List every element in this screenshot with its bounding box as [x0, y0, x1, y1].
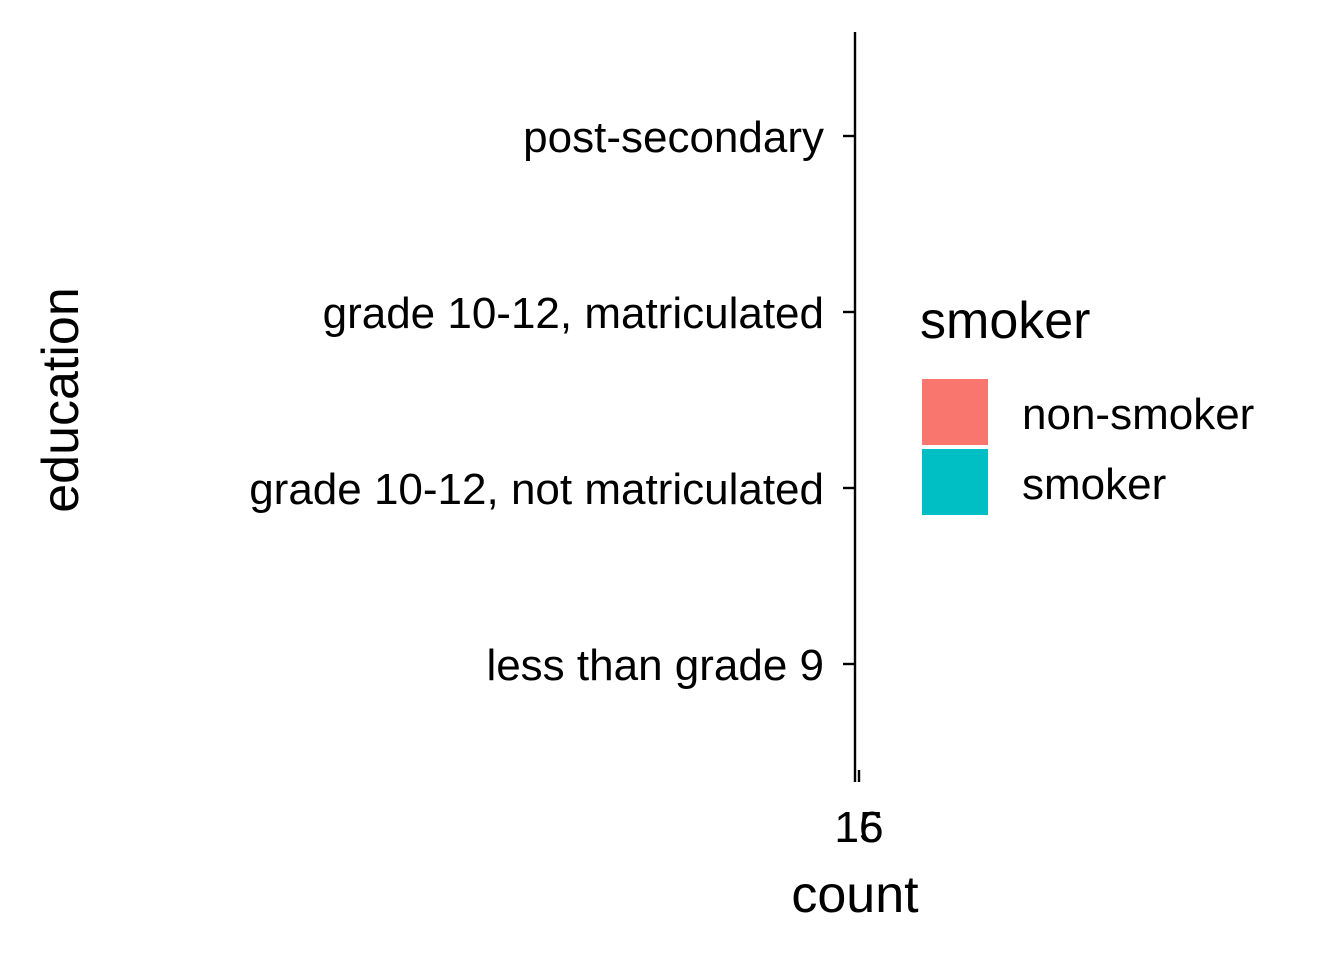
- y-tick-label: less than grade 9: [486, 641, 824, 690]
- y-axis-title: education: [32, 287, 90, 513]
- legend-label: smoker: [1022, 460, 1166, 509]
- legend-key-smoker: [922, 449, 988, 515]
- legend-title: smoker: [920, 292, 1090, 350]
- x-tick-label: 16: [835, 803, 884, 852]
- y-tick-label: grade 10-12, not matriculated: [249, 465, 824, 514]
- legend: smoker non-smoker smoker: [920, 292, 1254, 515]
- x-axis-title: count: [791, 866, 919, 924]
- x-tick-label: 15: [835, 803, 884, 852]
- legend-label: non-smoker: [1022, 390, 1254, 439]
- y-tick-label: grade 10-12, matriculated: [323, 289, 824, 338]
- y-tick-label: post-secondary: [523, 113, 824, 162]
- legend-key-non-smoker: [922, 379, 988, 445]
- y-axis: less than grade 9 grade 10-12, not matric…: [249, 32, 857, 770]
